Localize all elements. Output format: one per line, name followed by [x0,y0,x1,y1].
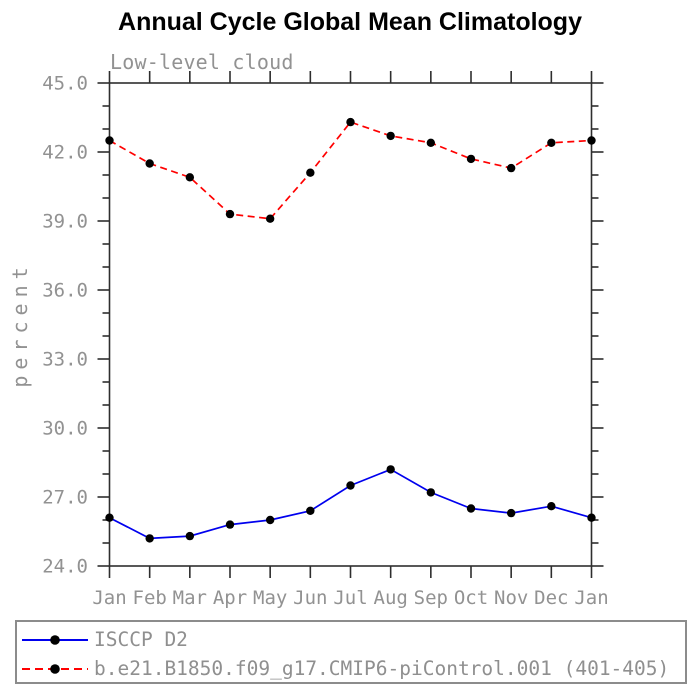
data-point-marker [225,520,235,529]
x-tick-label: Feb [133,587,167,609]
data-point-marker [426,138,436,147]
data-point-marker [346,117,355,127]
plot-frame [108,82,593,567]
y-tick-label: 33.0 [42,349,88,371]
legend-sample-line-solid [22,634,88,645]
series-isccp-d2 [105,465,596,543]
data-point-marker [185,173,195,182]
data-point-marker [145,159,154,168]
x-tick-label: Aug [374,587,408,609]
y-axis-title: percent [8,261,32,387]
data-point-marker [587,513,596,522]
legend-label: ISCCP D2 [94,628,188,651]
data-point-marker [506,508,516,518]
data-point-marker [225,209,235,219]
y-tick-label: 39.0 [42,211,88,233]
legend-sample-line-dashed [22,663,88,674]
x-tick-label: Jun [293,587,327,609]
data-point-marker [265,515,275,525]
data-point-marker [265,214,275,223]
data-point-marker [105,513,114,522]
legend-item-isccp-d2: ISCCP D2 [17,625,685,654]
data-point-marker [185,531,195,541]
series-b-e21-b1850-f09-g17-cmip6-pico [105,117,596,223]
data-point-marker [386,131,395,141]
y-tick-label: 42.0 [42,142,88,164]
data-point-marker [466,504,476,513]
y-tick-label: 36.0 [42,280,88,302]
data-point-marker [547,502,556,511]
y-tick-label: 24.0 [42,556,88,578]
chart-subtitle: Low-level cloud [110,50,294,74]
x-tick-label: Dec [534,587,568,609]
y-tick-label: 30.0 [42,418,88,440]
legend-item-picontrol: b.e21.B1850.f09_g17.CMIP6-piControl.001 … [17,654,685,683]
x-tick-label: May [253,587,287,609]
x-tick-label: Jan [574,587,608,609]
y-axis: 24.0 27.0 30.0 33.0 36.0 39.0 42.0 45.0 [42,73,604,578]
x-tick-label: Apr [213,587,247,609]
legend-label: b.e21.B1850.f09_g17.CMIP6-piControl.001 … [94,657,670,680]
data-point-marker [145,534,154,543]
data-point-marker [587,136,596,145]
legend: ISCCP D2 b.e21.B1850.f09_g17.CMIP6-piCon… [15,620,687,684]
x-axis: Jan Feb Mar Apr May Jun Jul Aug Sep Oct Nov Dec Jan [92,71,609,609]
series-line-b-e21-b1850-f09-g17-cmip6-pico [109,121,592,220]
data-point-marker [466,154,476,164]
x-tick-label: Sep [414,587,448,609]
series-line-isccp-d2 [109,468,592,540]
data-point-marker [346,481,355,490]
data-point-marker [306,168,315,177]
data-point-marker [105,136,114,145]
page-title: Annual Cycle Global Mean Climatology [118,8,582,36]
x-tick-label: Oct [454,587,488,609]
data-point-marker [306,506,315,515]
data-point-marker [547,138,556,147]
x-tick-label: Mar [173,587,207,609]
y-tick-label: 27.0 [42,487,88,509]
x-tick-label: Nov [494,587,528,609]
x-tick-label: Jan [92,587,126,609]
data-point-marker [426,488,436,497]
data-point-marker [506,163,516,173]
data-point-marker [386,465,395,474]
x-tick-label: Jul [333,587,367,609]
y-tick-label: 45.0 [42,73,88,95]
